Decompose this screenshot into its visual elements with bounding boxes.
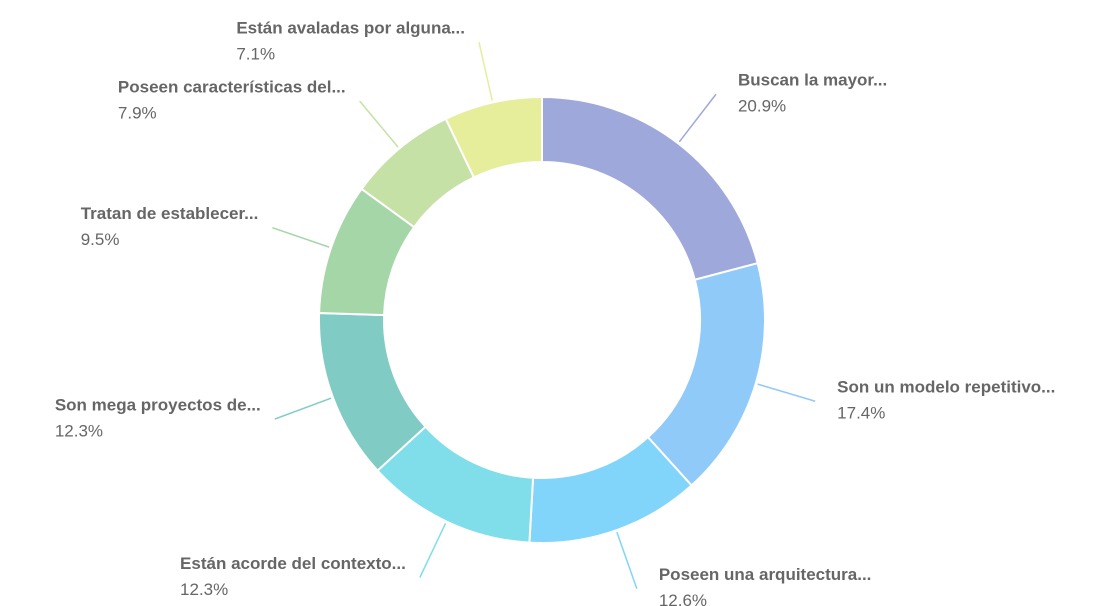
slice-value: 17.4% xyxy=(837,404,885,423)
slice-value: 12.3% xyxy=(180,580,228,599)
leader-line xyxy=(272,226,330,248)
slice-label: Tratan de establecer... xyxy=(81,204,259,223)
donut-slice xyxy=(646,261,766,487)
slice-value: 7.9% xyxy=(118,103,157,122)
leader-line xyxy=(678,93,717,143)
slice-label: Están avaladas por alguna... xyxy=(236,19,465,38)
leader-line xyxy=(274,397,332,420)
slice-label: Poseen características del... xyxy=(118,77,346,96)
donut-slice xyxy=(444,95,543,179)
slice-label: Poseen una arquitectura... xyxy=(659,565,872,584)
slice-label: Están acorde del contexto... xyxy=(180,554,406,573)
donut-slice xyxy=(541,95,759,281)
leader-line xyxy=(359,100,399,148)
slice-value: 7.1% xyxy=(236,45,275,64)
leader-line xyxy=(478,41,493,101)
leader-line xyxy=(757,383,816,402)
slice-value: 12.3% xyxy=(55,422,103,441)
slice-value: 20.9% xyxy=(738,97,786,116)
slice-label: Son un modelo repetitivo... xyxy=(837,378,1055,397)
slice-value: 12.6% xyxy=(659,591,707,606)
slice-label: Son mega proyectos de... xyxy=(55,396,261,415)
slice-label: Buscan la mayor... xyxy=(738,71,887,90)
leader-line xyxy=(419,522,447,578)
leader-line xyxy=(616,531,638,590)
slice-value: 9.5% xyxy=(81,230,120,249)
